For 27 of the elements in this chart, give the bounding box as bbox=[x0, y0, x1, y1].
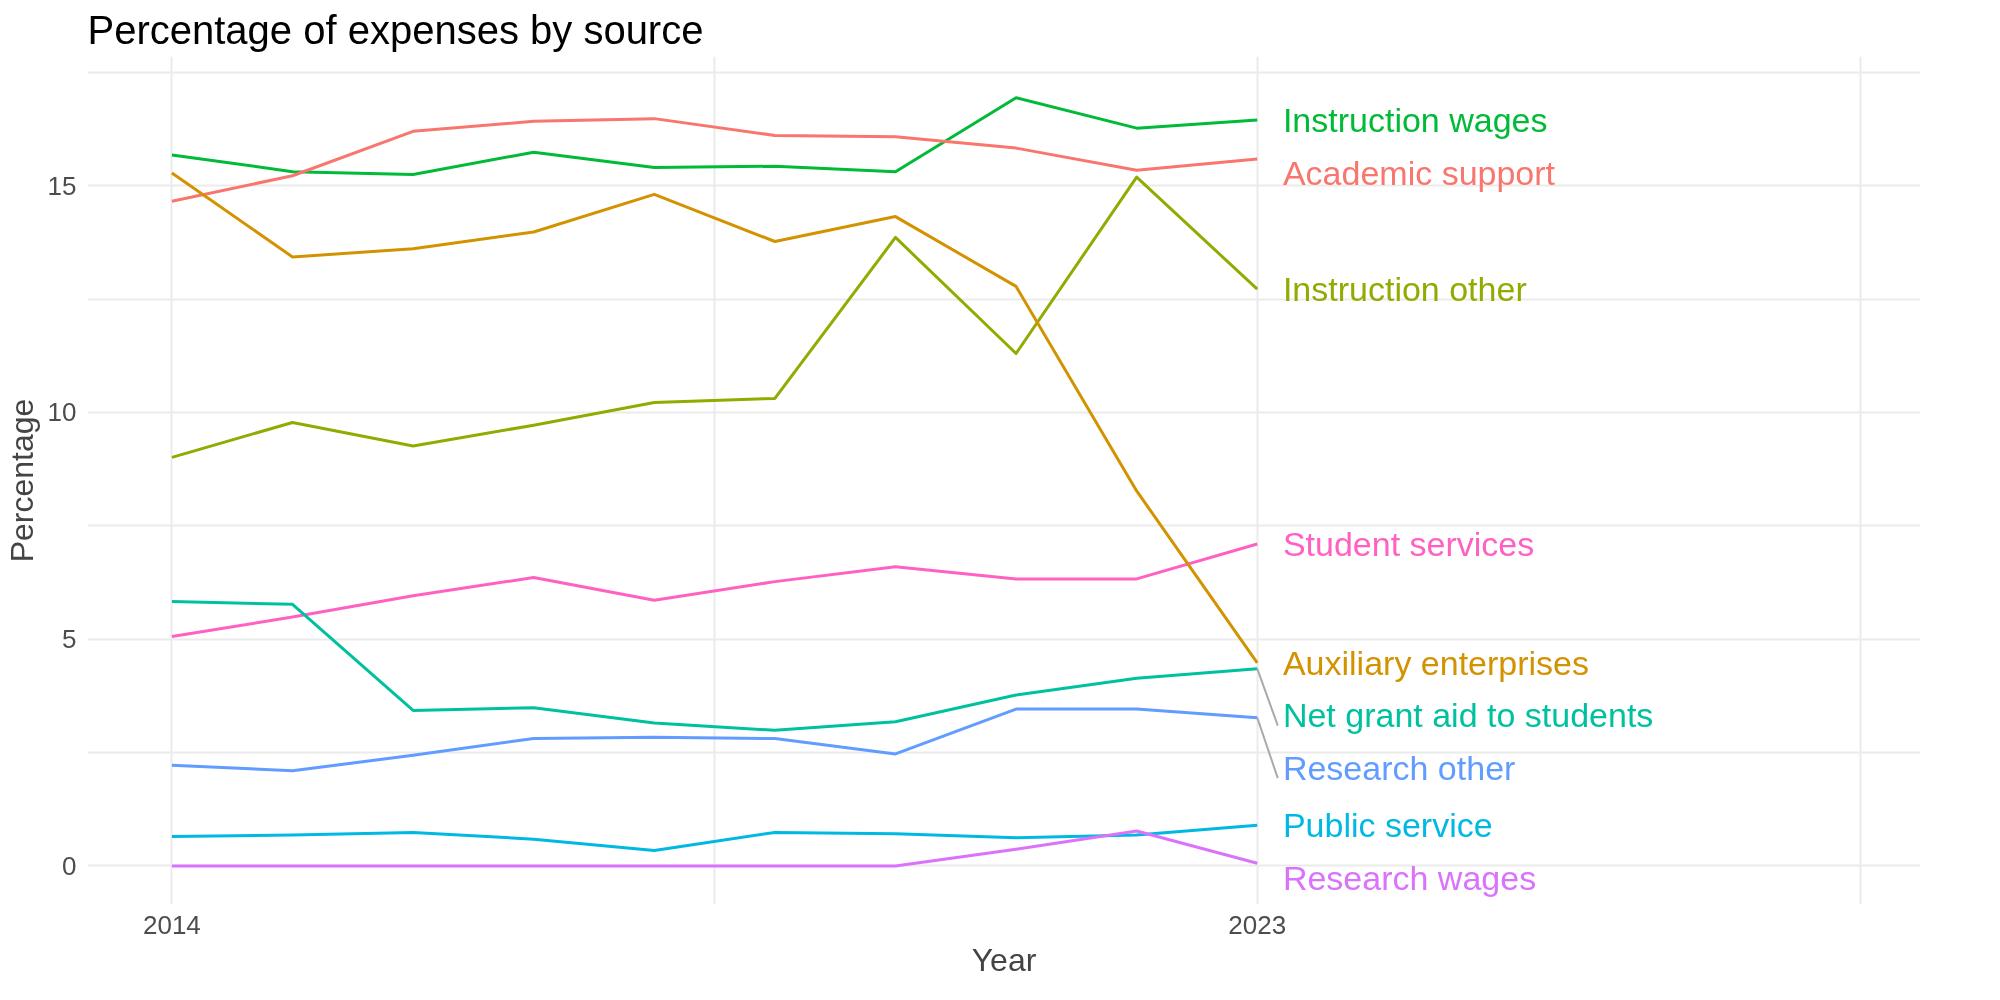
series-label: Research other bbox=[1282, 748, 1516, 787]
line-series bbox=[170, 117, 1259, 203]
line-series bbox=[170, 542, 1259, 638]
line-series bbox=[170, 707, 1259, 773]
y-tick-label: 5 bbox=[62, 624, 77, 655]
series-label: Instruction wages bbox=[1282, 100, 1548, 139]
x-tick-label: 2014 bbox=[142, 909, 201, 940]
series-label: Academic support bbox=[1282, 153, 1556, 192]
x-tick-label: 2023 bbox=[1228, 909, 1287, 940]
line-series bbox=[170, 175, 1259, 459]
series-label: Research wages bbox=[1282, 858, 1537, 897]
line-series bbox=[170, 171, 1259, 665]
line-series bbox=[170, 96, 1259, 176]
y-tick-label: 0 bbox=[62, 850, 77, 881]
line-series bbox=[170, 829, 1259, 868]
line-series bbox=[170, 600, 1259, 732]
series-label: Public service bbox=[1282, 806, 1493, 845]
y-axis-title: Percentage bbox=[3, 398, 40, 563]
series-label: Student services bbox=[1282, 524, 1535, 563]
line-series bbox=[170, 823, 1259, 853]
y-tick-label: 15 bbox=[47, 170, 77, 201]
y-tick-label: 10 bbox=[47, 397, 77, 428]
chart-title: Percentage of expenses by source bbox=[87, 7, 704, 52]
series-label: Instruction other bbox=[1282, 270, 1527, 309]
series-label: Net grant aid to students bbox=[1282, 696, 1654, 735]
x-axis-title: Year bbox=[971, 941, 1037, 978]
series-label: Auxiliary enterprises bbox=[1282, 643, 1590, 682]
